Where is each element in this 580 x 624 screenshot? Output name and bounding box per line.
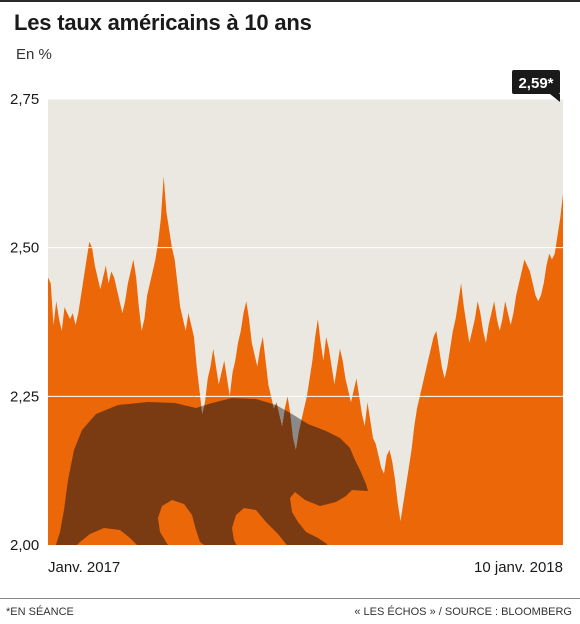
last-value-badge: 2,59* [512,70,560,102]
last-value-badge-pointer [550,94,560,102]
y-tick-label: 2,25 [10,388,39,405]
y-tick-label: 2,50 [10,240,39,257]
chart-subtitle: En % [16,46,52,63]
x-tick-label: 10 janv. 2018 [474,559,563,576]
y-tick-label: 2,00 [10,537,39,554]
source-credit: « LES ÉCHOS » / SOURCE : BLOOMBERG [354,606,572,618]
last-value-badge-box [512,70,560,94]
y-tick-label: 2,75 [10,91,39,108]
top-rule [0,0,580,2]
chart-title: Les taux américains à 10 ans [14,10,312,35]
chart-svg: 2,00 2,25 2,50 2,75 Janv. 2017 10 janv. 2018… [10,70,563,576]
last-value-label: 2,59* [518,75,553,92]
bear-illustration [55,398,368,545]
x-tick-label: Janv. 2017 [48,559,120,576]
bottom-rule [0,598,580,599]
footnote: *EN SÉANCE [6,606,74,618]
bear-silhouette [55,398,368,545]
